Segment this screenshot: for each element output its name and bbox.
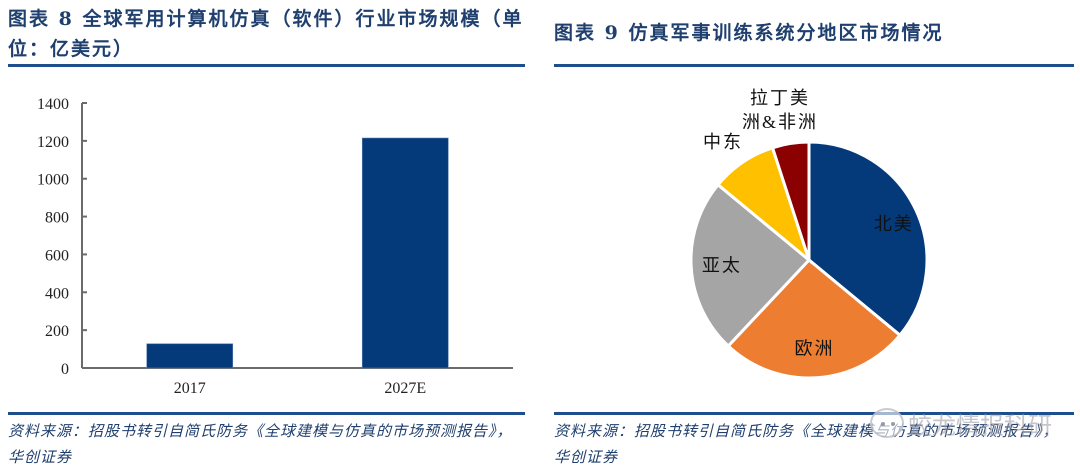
y-tick-label: 1200 <box>37 134 69 151</box>
x-tick-label: 2017 <box>174 380 206 397</box>
bars <box>146 137 449 369</box>
pie-slice-北美 <box>807 140 929 338</box>
pie-slice-欧洲 <box>726 257 903 380</box>
source-divider <box>8 412 525 415</box>
pie-slice-亚太 <box>689 182 812 349</box>
pie-label: 拉丁美 <box>750 88 810 108</box>
pie-label: 欧洲 <box>795 338 835 358</box>
pie-label: 中东 <box>703 132 743 152</box>
figure-8-source: 资料来源：招股书转引自简氏防务《全球建模与仿真的市场预测报告》，华创证券 <box>8 422 513 466</box>
pie-slices <box>689 140 929 380</box>
bar-chart: 0 200 400 600 800 1000 1200 1400 2017 2027E <box>37 96 513 397</box>
figure-8-title: 图表 8 全球军用计算机仿真（软件）行业市场规模（单位：亿美元） <box>8 8 524 60</box>
x-axis-labels: 2017 2027E <box>174 380 426 397</box>
right-figure-panel: 图表 9 仿真军事训练系统分地区市场情况 北美欧洲 亚太 中东 拉丁美洲&非洲 资料来… <box>550 0 1080 475</box>
y-tick-label: 400 <box>45 285 69 302</box>
y-tick-label: 200 <box>45 323 69 340</box>
bar-2027E <box>361 137 449 369</box>
pie-label: 亚太 <box>702 255 742 275</box>
title-divider <box>554 64 1074 67</box>
title-divider <box>8 64 525 67</box>
pie-slice-拉丁美洲&非洲 <box>770 140 811 261</box>
watermark-text: 蛟龙情报科研 <box>908 411 1052 440</box>
source-divider <box>554 412 1074 415</box>
x-tick-label: 2027E <box>384 380 426 397</box>
y-tick-label: 600 <box>45 247 69 264</box>
y-tick-label: 1400 <box>37 96 69 113</box>
figure-9-source: 资料来源：招股书转引自简氏防务《全球建模与仿真的市场预测报告》，华创证券 <box>554 422 1059 466</box>
y-tick-label: 1000 <box>37 172 69 189</box>
watermark: 蛟龙情报科研 <box>870 405 1080 441</box>
figure-9-title: 图表 9 仿真军事训练系统分地区市场情况 <box>554 22 944 44</box>
pie-label: 洲&非洲 <box>742 112 818 132</box>
pie-label: 北美 <box>874 214 914 234</box>
left-figure-panel: 图表 8 全球军用计算机仿真（软件）行业市场规模（单位：亿美元） 0 200 400… <box>8 8 525 466</box>
wechat-icon <box>870 408 904 438</box>
bar-2017 <box>146 343 234 369</box>
y-tick-label: 800 <box>45 210 69 227</box>
y-tick-label: 0 <box>61 361 69 378</box>
